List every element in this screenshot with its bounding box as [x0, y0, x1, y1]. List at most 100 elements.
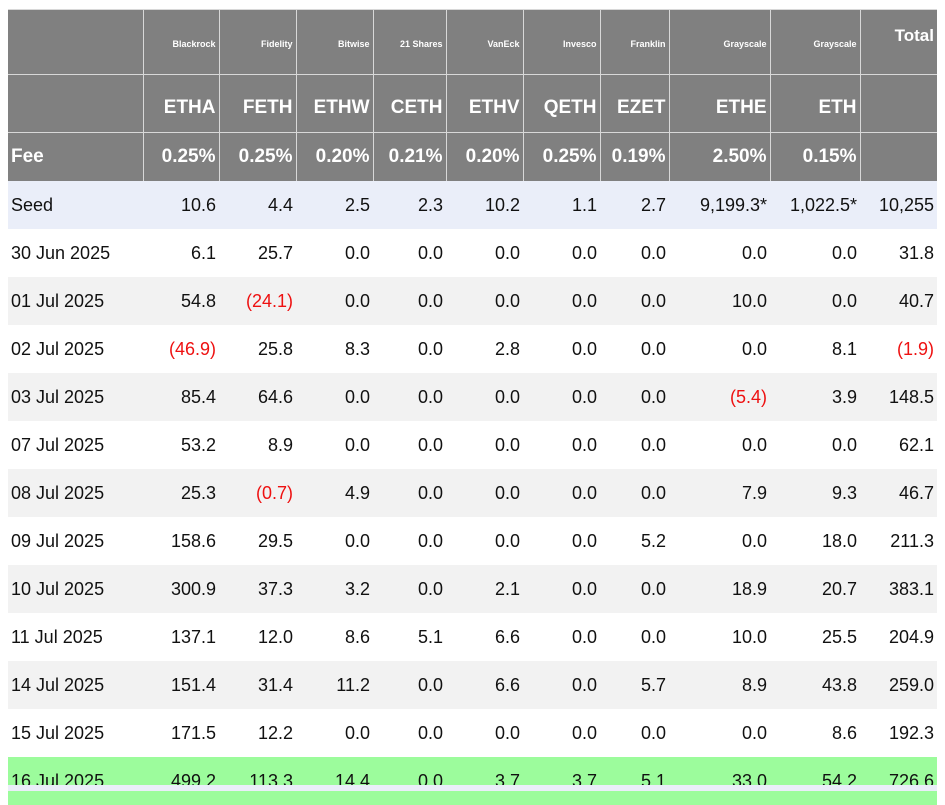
row-label: 01 Jul 2025: [8, 277, 143, 325]
total-header: Total: [859, 9, 937, 75]
issuer-header: Franklin: [599, 9, 669, 75]
total-cell: 148.5: [860, 373, 937, 421]
flow-cell: 8.9: [669, 661, 770, 709]
flow-cell: 8.1: [770, 325, 860, 373]
ticker-header: QETH: [522, 74, 600, 133]
flow-cell: 0.0: [523, 277, 600, 325]
row-label: 07 Jul 2025: [8, 421, 143, 469]
flow-cell: 0.0: [373, 709, 446, 757]
flow-cell: 0.0: [523, 421, 600, 469]
issuer-header: Grayscale: [769, 9, 860, 75]
flow-cell: 0.0: [446, 373, 523, 421]
ticker-header: CETH: [372, 74, 446, 133]
flow-cell: 4.9: [296, 469, 373, 517]
row-label: 30 Jun 2025: [8, 229, 143, 277]
table-row: 01 Jul 2025 54.8 (24.1) 0.0 0.0 0.0 0.0 0.0 10.0…: [8, 277, 937, 325]
flow-cell: 0.0: [523, 517, 600, 565]
flow-cell: 10.6: [143, 181, 219, 229]
flow-cell: 137.1: [143, 613, 219, 661]
total-cell: 383.1: [860, 565, 937, 613]
flow-cell: 0.0: [669, 229, 770, 277]
total-cell: 10,255: [860, 181, 937, 229]
table-row: 15 Jul 2025 171.5 12.2 0.0 0.0 0.0 0.0 0.0 0.0 8.…: [8, 709, 937, 757]
flow-cell: 5.1: [600, 757, 669, 805]
flow-cell: 3.7: [523, 757, 600, 805]
flow-cell: 0.0: [770, 421, 860, 469]
issuer-header: Fidelity: [218, 9, 296, 75]
total-cell: 40.7: [860, 277, 937, 325]
flow-cell: 0.0: [446, 469, 523, 517]
row-label: 16 Jul 2025: [8, 757, 143, 805]
row-label: 03 Jul 2025: [8, 373, 143, 421]
table-row: 11 Jul 2025 137.1 12.0 8.6 5.1 6.6 0.0 0.0 10.0 2…: [8, 613, 937, 661]
flow-cell: 0.0: [600, 709, 669, 757]
flow-cell: 0.0: [600, 565, 669, 613]
fee-value: 0.20%: [445, 132, 523, 181]
flow-cell: 64.6: [219, 373, 296, 421]
flow-cell: 0.0: [373, 757, 446, 805]
flow-cell: 0.0: [446, 709, 523, 757]
flow-cell: 6.6: [446, 661, 523, 709]
fee-value: 0.25%: [218, 132, 296, 181]
fee-value: 0.19%: [599, 132, 669, 181]
issuer-header: Blackrock: [142, 9, 219, 75]
issuer-header: Bitwise: [295, 9, 373, 75]
empty-header-cell: [8, 74, 143, 133]
flow-cell: 8.6: [770, 709, 860, 757]
flow-cell: 0.0: [446, 277, 523, 325]
flow-cell: 0.0: [446, 229, 523, 277]
fee-value: 2.50%: [668, 132, 770, 181]
flow-cell: 0.0: [523, 373, 600, 421]
row-label: 08 Jul 2025: [8, 469, 143, 517]
table-row: 02 Jul 2025 (46.9) 25.8 8.3 0.0 2.8 0.0 0.0 0.0 8…: [8, 325, 937, 373]
flow-cell: (0.7): [219, 469, 296, 517]
flow-cell: 0.0: [296, 709, 373, 757]
flow-cell: 0.0: [373, 421, 446, 469]
flow-cell: 0.0: [373, 325, 446, 373]
issuer-header: Grayscale: [668, 9, 770, 75]
flow-cell: 5.2: [600, 517, 669, 565]
flow-cell: 300.9: [143, 565, 219, 613]
table-row: 30 Jun 2025 6.1 25.7 0.0 0.0 0.0 0.0 0.0 0.0 0.0 3…: [8, 229, 937, 277]
fee-value: 0.21%: [372, 132, 446, 181]
flow-cell: 9.3: [770, 469, 860, 517]
flow-cell: 25.5: [770, 613, 860, 661]
flow-cell: 0.0: [373, 277, 446, 325]
flow-cell: 2.7: [600, 181, 669, 229]
flow-cell: 10.0: [669, 277, 770, 325]
flow-cell: 9,199.3*: [669, 181, 770, 229]
total-cell: 726.6: [860, 757, 937, 805]
flow-cell: 0.0: [600, 229, 669, 277]
row-label: 09 Jul 2025: [8, 517, 143, 565]
flow-cell: 0.0: [523, 229, 600, 277]
total-cell: (1.9): [860, 325, 937, 373]
empty-header-cell: [859, 132, 937, 181]
flow-cell: 5.1: [373, 613, 446, 661]
eth-etf-flows-table: Blackrock Fidelity Bitwise 21 Shares VanEck I…: [8, 9, 937, 805]
flow-cell: 0.0: [600, 373, 669, 421]
flow-cell: 14.4: [296, 757, 373, 805]
flow-cell: 18.9: [669, 565, 770, 613]
fee-value: 0.20%: [295, 132, 373, 181]
flow-cell: 3.9: [770, 373, 860, 421]
flow-cell: 0.0: [373, 565, 446, 613]
flow-cell: 4.4: [219, 181, 296, 229]
flow-cell: 0.0: [446, 517, 523, 565]
flow-cell: (24.1): [219, 277, 296, 325]
fee-value: 0.15%: [769, 132, 860, 181]
flow-cell: 0.0: [523, 469, 600, 517]
table-row: 14 Jul 2025 151.4 31.4 11.2 0.0 6.6 0.0 5.7 8.9 4…: [8, 661, 937, 709]
flow-cell: 0.0: [669, 421, 770, 469]
flow-cell: 25.8: [219, 325, 296, 373]
ticker-header: FETH: [218, 74, 296, 133]
flow-cell: 3.7: [446, 757, 523, 805]
flow-cell: 0.0: [600, 613, 669, 661]
table-row: 10 Jul 2025 300.9 37.3 3.2 0.0 2.1 0.0 0.0 18.9 2…: [8, 565, 937, 613]
total-cell: 31.8: [860, 229, 937, 277]
flow-cell: 0.0: [296, 421, 373, 469]
flow-cell: 31.4: [219, 661, 296, 709]
flow-cell: 113.3: [219, 757, 296, 805]
row-label: 15 Jul 2025: [8, 709, 143, 757]
flow-cell: 0.0: [600, 277, 669, 325]
flow-cell: 0.0: [373, 229, 446, 277]
